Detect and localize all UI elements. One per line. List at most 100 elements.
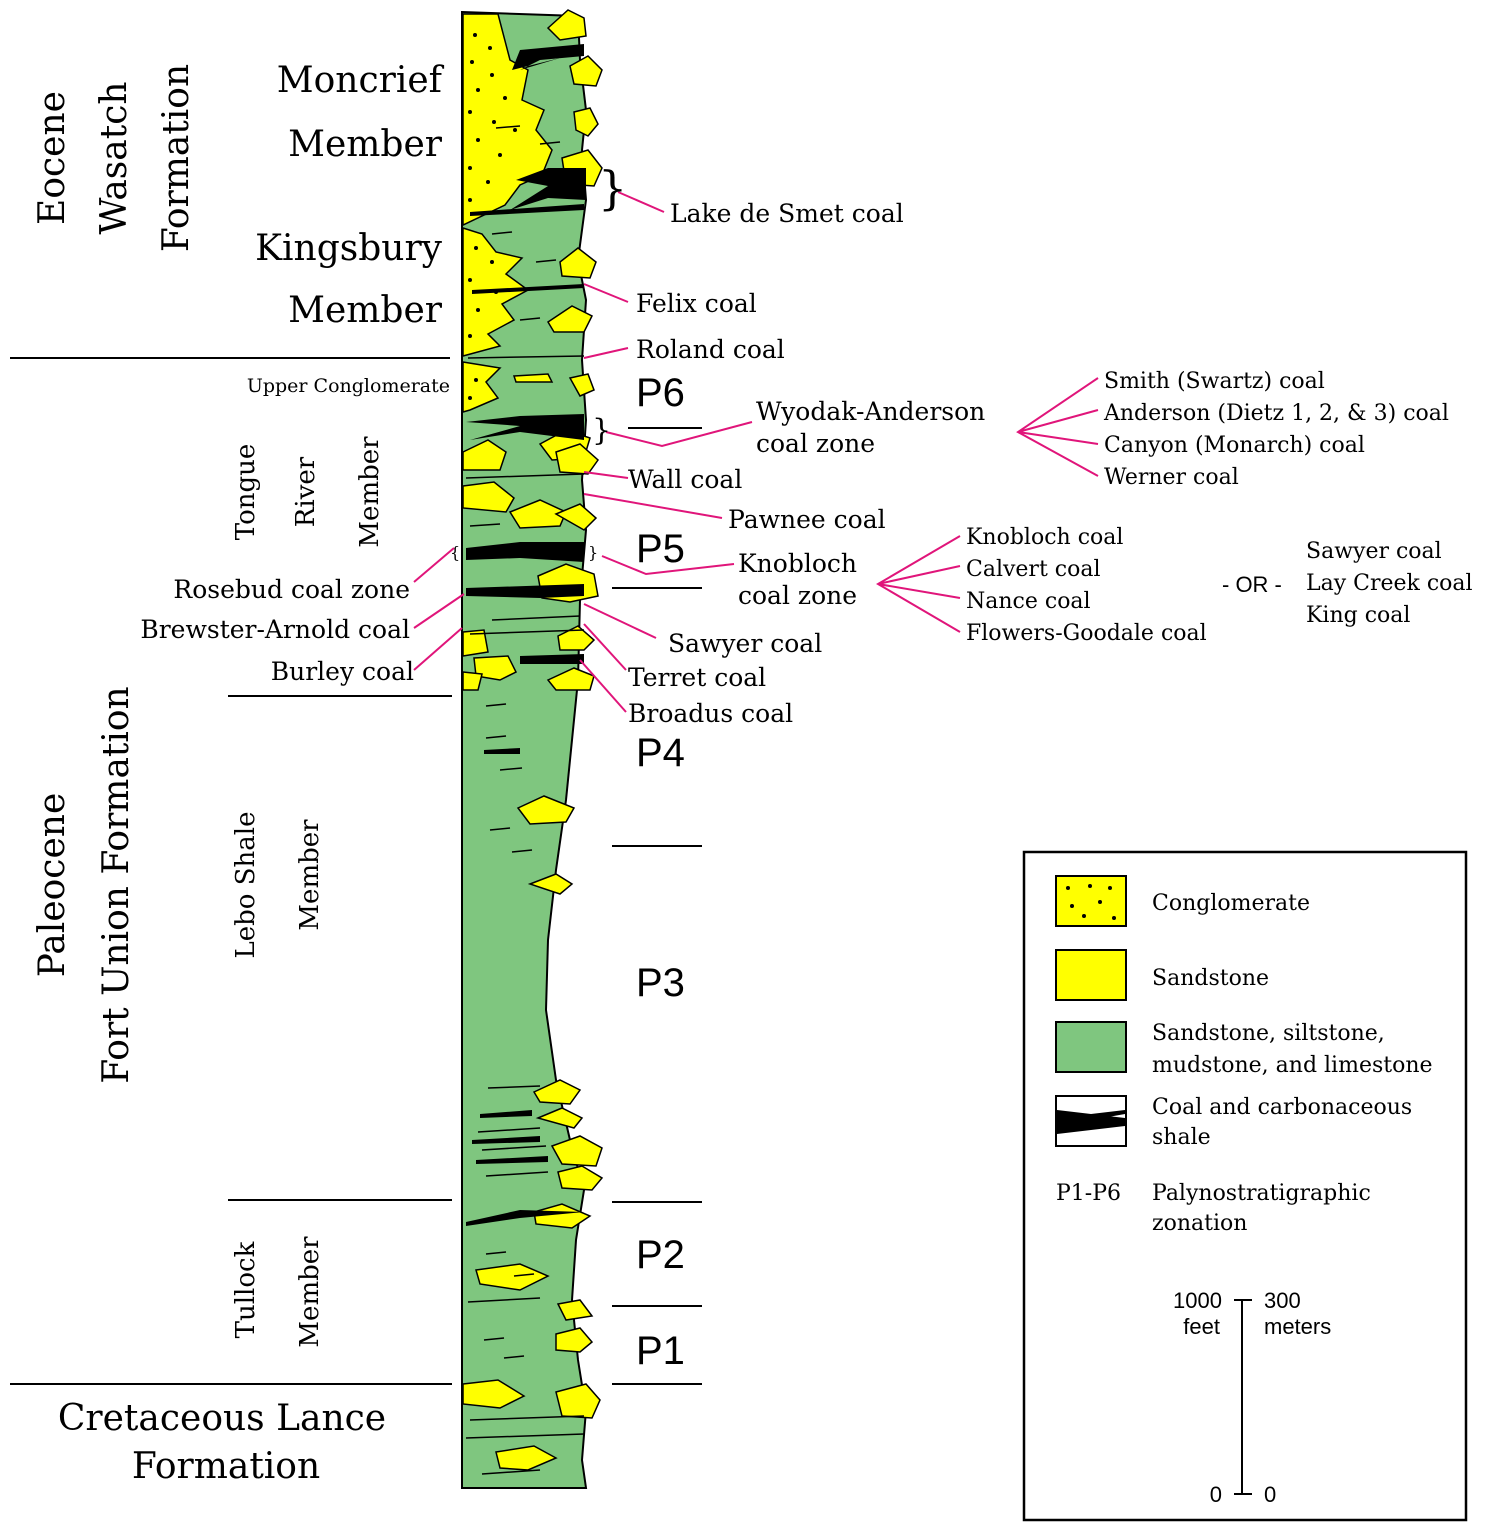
felix-coal-label: Felix coal <box>636 289 757 318</box>
knobloch-brace-right: } <box>588 543 598 562</box>
kingsbury-label: Kingsbury <box>255 228 443 269</box>
zone-p1-label: P1 <box>636 1329 685 1373</box>
scale-feet-value: 1000 <box>1173 1288 1222 1313</box>
paleocene-label: Paleocene <box>32 793 73 978</box>
tongue-river-member-label: Member <box>355 436 385 548</box>
wall-coal-label: Wall coal <box>628 465 742 494</box>
pawnee-coal-label: Pawnee coal <box>728 505 886 534</box>
scale-zero-right: 0 <box>1264 1482 1276 1507</box>
upper-conglomerate-body <box>462 361 502 413</box>
kingsbury-member-label: Member <box>288 290 443 331</box>
lake-de-smet-leader <box>617 191 665 213</box>
formation-labels: Eocene Wasatch Formation Moncrief Member… <box>32 60 450 1487</box>
river-label: River <box>291 456 321 527</box>
knobloch-bed-2: Calvert coal <box>966 557 1101 582</box>
brewster-leader <box>413 593 465 629</box>
wasatch-formation-label: Formation <box>156 64 197 252</box>
terret-leader <box>583 623 627 671</box>
roland-coal-label: Roland coal <box>636 335 785 364</box>
palynostratigraphic-zones: P6 P5 P4 P3 P2 P1 <box>612 371 702 1385</box>
pawnee-leader <box>583 493 723 519</box>
alt-bed-3: King coal <box>1306 603 1410 628</box>
scale-meters-value: 300 <box>1264 1288 1301 1313</box>
conglomerate-lens <box>462 671 483 691</box>
felix-leader <box>583 283 629 303</box>
scale-feet-unit: feet <box>1183 1314 1220 1339</box>
palyno-desc-label-2: zonation <box>1152 1211 1247 1236</box>
rosebud-brace-left: { <box>450 543 460 562</box>
scale-bar <box>1234 1299 1252 1495</box>
tullock-label: Tullock <box>231 1241 261 1338</box>
formation-boundaries <box>10 357 452 1385</box>
moncrief-conglomerate <box>462 13 553 227</box>
lance-formation-label: Formation <box>132 1446 320 1487</box>
coal-legend-label-1: Coal and carbonaceous <box>1152 1095 1412 1120</box>
alt-bed-1: Sawyer coal <box>1306 539 1442 564</box>
zone-p6-label: P6 <box>636 371 685 415</box>
moncrief-member-label: Member <box>288 124 443 165</box>
lake-de-smet-coal-label: Lake de Smet coal <box>670 199 904 228</box>
wyodak-fan <box>1016 377 1099 477</box>
wyodak-bed-1: Smith (Swartz) coal <box>1104 369 1325 394</box>
scale-meters-unit: meters <box>1264 1314 1331 1339</box>
roland-leader <box>583 347 629 359</box>
knobloch-label: Knobloch <box>738 549 857 578</box>
or-label: - OR - <box>1222 572 1282 597</box>
mixed-legend-label-2: mudstone, and limestone <box>1152 1053 1433 1078</box>
coal-labels: Lake de Smet coal Felix coal Roland coal… <box>140 199 1472 728</box>
mixed-swatch <box>1055 1021 1127 1073</box>
braces: } } } { <box>450 161 627 562</box>
broadus-leader <box>579 659 627 713</box>
knobloch-bed-3: Nance coal <box>966 589 1091 614</box>
laminations <box>465 125 585 1475</box>
zone-p2-label: P2 <box>636 1233 685 1277</box>
sawyer-leader <box>583 603 657 639</box>
rosebud-coal-zone-label: Rosebud coal zone <box>173 575 410 604</box>
lebo-member-label: Member <box>295 819 325 931</box>
wyodak-bed-4: Werner coal <box>1104 465 1239 490</box>
knobloch-bed-1: Knobloch coal <box>966 525 1123 550</box>
burley-coal-label: Burley coal <box>271 657 414 686</box>
zone-p3-label: P3 <box>636 961 685 1005</box>
broadus-coal-label: Broadus coal <box>628 699 793 728</box>
sawyer-coal-label: Sawyer coal <box>668 629 822 658</box>
burley-leader <box>413 627 463 671</box>
wyodak-leader <box>605 421 753 448</box>
terret-coal-label: Terret coal <box>628 663 766 692</box>
wall-leader <box>583 471 629 479</box>
palyno-desc-label-1: Palynostratigraphic <box>1152 1181 1371 1206</box>
alt-bed-2: Lay Creek coal <box>1306 571 1473 596</box>
eocene-label: Eocene <box>32 91 73 225</box>
lebo-shale-label: Lebo Shale <box>231 812 261 959</box>
conglomerate-lens <box>462 629 489 657</box>
coal-swatch-symbol <box>1057 1110 1125 1134</box>
wyodak-bed-3: Canyon (Monarch) coal <box>1104 433 1365 458</box>
conglomerate-swatch-dots <box>1066 884 1116 920</box>
wasatch-label: Wasatch <box>94 81 135 234</box>
zone-p5-label: P5 <box>636 527 685 571</box>
knobloch-leader <box>601 555 735 576</box>
scale-zero-left: 0 <box>1210 1482 1222 1507</box>
rosebud-leader <box>413 547 455 583</box>
coal-beds <box>466 44 586 1226</box>
moncrief-label: Moncrief <box>277 60 445 101</box>
palyno-key-label: P1-P6 <box>1056 1181 1121 1206</box>
mixed-legend-label-1: Sandstone, siltstone, <box>1152 1021 1385 1046</box>
sandstone-lenses <box>462 9 604 1471</box>
wyodak-brace: } <box>592 413 611 448</box>
stratigraphic-column <box>461 9 604 1489</box>
lake-de-smet-brace: } <box>598 161 627 215</box>
tullock-member-label: Member <box>295 1236 325 1348</box>
legend: Conglomerate Sandstone Sandstone, siltst… <box>1022 850 1468 1522</box>
brewster-arnold-coal-label: Brewster-Arnold coal <box>140 615 410 644</box>
tongue-label: Tongue <box>231 444 261 541</box>
sandstone-swatch <box>1055 949 1127 1001</box>
wyodak-coal-zone-label: coal zone <box>756 429 875 458</box>
conglomerate-legend-label: Conglomerate <box>1152 891 1310 916</box>
cretaceous-lance-label: Cretaceous Lance <box>58 1398 386 1439</box>
wyodak-anderson-label: Wyodak-Anderson <box>756 397 985 426</box>
knobloch-coal-zone-label: coal zone <box>738 581 857 610</box>
leader-lines <box>413 191 1099 713</box>
coal-legend-label-2: shale <box>1152 1125 1211 1150</box>
